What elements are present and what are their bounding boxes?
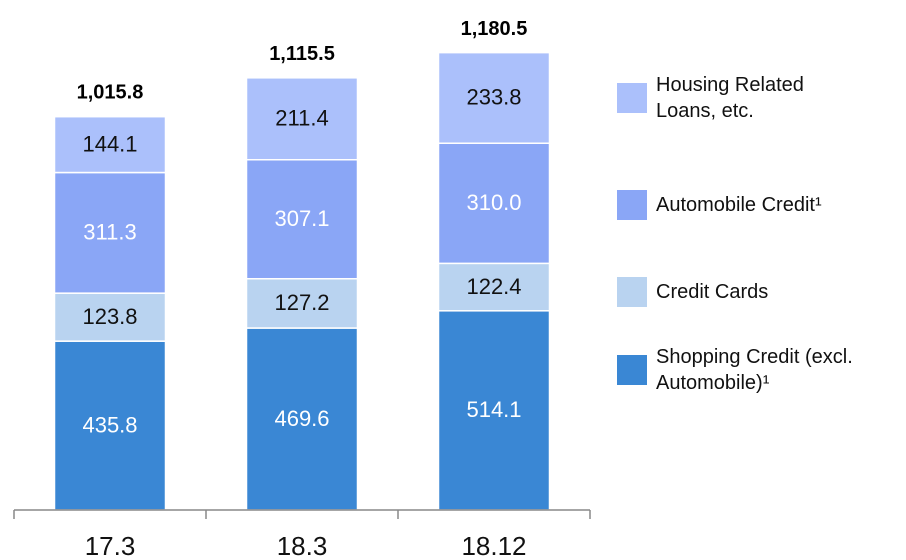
data-label: 122.4 (466, 274, 521, 299)
bar-segment (437, 142, 551, 265)
data-label: 310.0 (466, 190, 521, 215)
data-label: 514.1 (466, 397, 521, 422)
data-label: 311.3 (83, 220, 136, 245)
x-tick-label: 17.3 (85, 531, 136, 560)
total-label: 1,015.8 (77, 82, 144, 104)
data-label: 127.2 (274, 290, 329, 315)
bar-segment (245, 77, 359, 161)
bar-segment (437, 51, 551, 144)
bar-segment (53, 340, 167, 511)
bar-segment (53, 171, 167, 294)
data-label: 144.1 (82, 131, 137, 156)
legend-label: Credit Cards (656, 281, 769, 303)
legend-swatch (617, 190, 647, 220)
total-label: 1,115.5 (269, 43, 335, 65)
legend-label: Housing Related Loans, etc. (656, 74, 804, 122)
data-label: 469.6 (274, 406, 329, 431)
legend-label: Automobile Credit¹ (656, 194, 822, 216)
data-label: 435.8 (82, 412, 137, 437)
legend-swatch (617, 355, 647, 385)
legend-swatch (617, 277, 647, 307)
bar-segment (53, 115, 167, 174)
data-label: 211.4 (275, 106, 328, 131)
data-label: 307.1 (274, 206, 329, 231)
bar-segment (437, 310, 551, 511)
x-tick-label: 18.3 (277, 531, 328, 560)
bar-segment (245, 158, 359, 280)
data-label: 233.8 (466, 85, 521, 110)
data-label: 123.8 (82, 304, 137, 329)
legend-swatch (617, 83, 647, 113)
x-tick-label: 18.12 (461, 531, 526, 560)
total-label: 1,180.5 (461, 18, 528, 40)
legend-label: Shopping Credit (excl. Automobile)¹ (656, 346, 853, 394)
